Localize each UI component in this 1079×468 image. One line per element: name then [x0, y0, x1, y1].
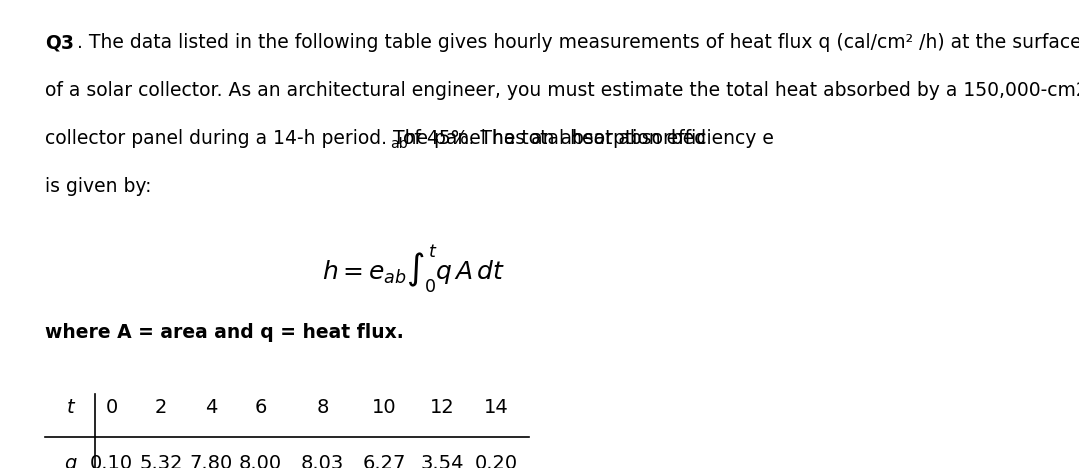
- Text: t: t: [67, 398, 74, 417]
- Text: 10: 10: [372, 398, 397, 417]
- Text: of a solar collector. As an architectural engineer, you must estimate the total : of a solar collector. As an architectura…: [45, 81, 1079, 100]
- Text: 7.80: 7.80: [189, 454, 232, 468]
- Text: Q3: Q3: [45, 33, 74, 52]
- Text: 0.10: 0.10: [90, 454, 133, 468]
- Text: 3.54: 3.54: [421, 454, 464, 468]
- Text: 0.20: 0.20: [475, 454, 518, 468]
- Text: . The data listed in the following table gives hourly measurements of heat flux : . The data listed in the following table…: [77, 33, 1079, 52]
- Text: $h = e_{ab}\int_0^t q\,A\,dt$: $h = e_{ab}\int_0^t q\,A\,dt$: [322, 244, 505, 295]
- Text: collector panel during a 14-h period. The panel has an absorption efficiency e: collector panel during a 14-h period. Th…: [45, 129, 775, 148]
- Text: 8.03: 8.03: [301, 454, 344, 468]
- Text: where A = area and q = heat flux.: where A = area and q = heat flux.: [45, 323, 405, 342]
- Text: is given by:: is given by:: [45, 177, 152, 196]
- Text: 4: 4: [205, 398, 217, 417]
- Text: 12: 12: [429, 398, 454, 417]
- Text: 8: 8: [316, 398, 328, 417]
- Text: of 45%. The total heat absorbed: of 45%. The total heat absorbed: [397, 129, 706, 148]
- Text: 6: 6: [255, 398, 267, 417]
- Text: 2: 2: [155, 398, 167, 417]
- Text: 6.27: 6.27: [363, 454, 406, 468]
- Text: ab: ab: [391, 138, 408, 152]
- Text: 0: 0: [106, 398, 118, 417]
- Text: q: q: [64, 454, 77, 468]
- Text: 8.00: 8.00: [238, 454, 282, 468]
- Text: 5.32: 5.32: [139, 454, 183, 468]
- Text: 14: 14: [483, 398, 508, 417]
